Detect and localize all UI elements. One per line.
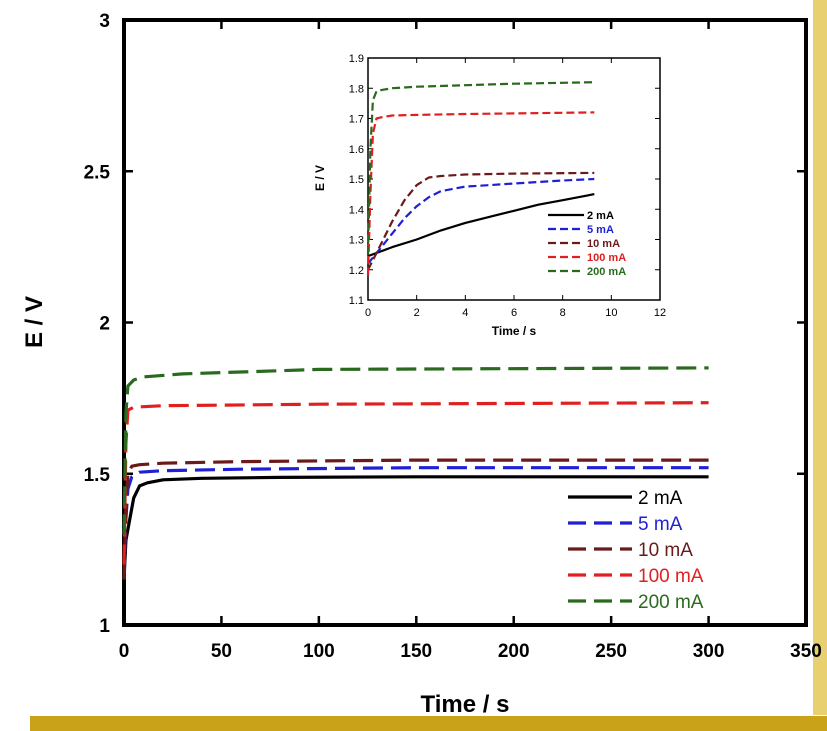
main-x-tick-label-2: 100 — [303, 641, 335, 662]
inset-x-tick-label-0: 0 — [365, 307, 371, 319]
inset-y-tick-label-0: 1.1 — [349, 295, 364, 307]
main-y-tick-label-2: 2 — [99, 314, 110, 335]
inset-y-tick-label-3: 1.4 — [349, 204, 364, 216]
inset-y-axis-title: E / V — [313, 165, 327, 191]
main-y-tick-label-3: 2.5 — [84, 162, 111, 183]
inset-series-200-ma — [366, 81, 595, 255]
inset-x-tick-label-2: 4 — [462, 307, 468, 319]
inset-series-5-ma — [367, 177, 595, 265]
inset-series-lines — [366, 81, 595, 276]
inset-plot-background — [368, 58, 660, 300]
inset-x-tick-label-3: 6 — [511, 307, 517, 319]
bottom-band — [30, 716, 827, 731]
main-legend: 2 mA 5 mA 10 mA 100 mA 200 mA — [568, 488, 704, 613]
main-x-axis-title: Time / s — [421, 691, 510, 718]
inset-y-tick-label-5: 1.6 — [349, 144, 364, 156]
inset-y-tick-label-8: 1.9 — [349, 53, 364, 65]
main-x-tick-label-4: 200 — [498, 641, 530, 662]
main-x-tick-label-6: 300 — [693, 641, 725, 662]
inset-x-tick-label-6: 12 — [654, 307, 666, 319]
main-series-lines — [122, 366, 709, 580]
inset-legend: 2 mA 5 mA 10 mA 100 mA 200 mA — [548, 210, 626, 278]
right-edge-strip — [813, 0, 827, 715]
main-y-axis-title: E / V — [21, 296, 48, 348]
inset-y-tick-label-1: 1.2 — [349, 265, 364, 277]
inset-legend-label-5-ma: 5 mA — [587, 224, 614, 236]
inset-legend-label-10-ma: 10 mA — [587, 238, 620, 250]
main-series-200-ma — [122, 366, 709, 535]
inset-x-axis-title: Time / s — [492, 324, 537, 338]
inset-series-100-ma — [366, 111, 595, 276]
main-legend-label-100-ma: 100 mA — [638, 566, 704, 587]
inset-y-tick-label-7: 1.8 — [349, 83, 364, 95]
main-x-tick-label-5: 250 — [595, 641, 627, 662]
inset-y-tick-label-4: 1.5 — [349, 174, 364, 186]
main-legend-label-5-ma: 5 mA — [638, 514, 683, 535]
main-y-tick-label-4: 3 — [99, 11, 110, 32]
main-legend-label-10-ma: 10 mA — [638, 540, 693, 561]
inset-legend-label-100-ma: 100 mA — [587, 252, 626, 264]
inset-x-tick-label-1: 2 — [414, 307, 420, 319]
main-legend-label-200-ma: 200 mA — [638, 592, 704, 613]
inset-x-tick-label-4: 8 — [560, 307, 566, 319]
inset-y-tick-label-2: 1.3 — [349, 235, 364, 247]
main-series-2-ma — [122, 475, 709, 580]
inset-legend-label-200-ma: 200 mA — [587, 266, 626, 278]
main-x-tick-label-7: 350 — [790, 641, 822, 662]
inset-legend-label-2-ma: 2 mA — [587, 210, 614, 222]
inset-plot: 0 2 4 6 8 10 12 1.1 1.2 1.3 1.4 1.5 1.6 1.7 1.8 1.9 Tim… — [313, 53, 666, 338]
inset-x-tick-label-5: 10 — [605, 307, 617, 319]
inset-y-tick-label-6: 1.7 — [349, 114, 364, 126]
main-x-tick-label-1: 50 — [211, 641, 232, 662]
main-y-tick-label-0: 1 — [99, 616, 110, 637]
main-legend-label-2-ma: 2 mA — [638, 488, 683, 509]
main-x-tick-label-3: 150 — [400, 641, 432, 662]
main-y-tick-label-1: 1.5 — [84, 465, 111, 486]
main-x-tick-label-0: 0 — [119, 641, 130, 662]
inset-axis-ticks: 0 2 4 6 8 10 12 1.1 1.2 1.3 1.4 1.5 1.6 1.7 1.8 1.9 — [349, 53, 666, 319]
inset-series-10-ma — [367, 171, 595, 271]
inset-series-2-ma — [367, 193, 595, 258]
